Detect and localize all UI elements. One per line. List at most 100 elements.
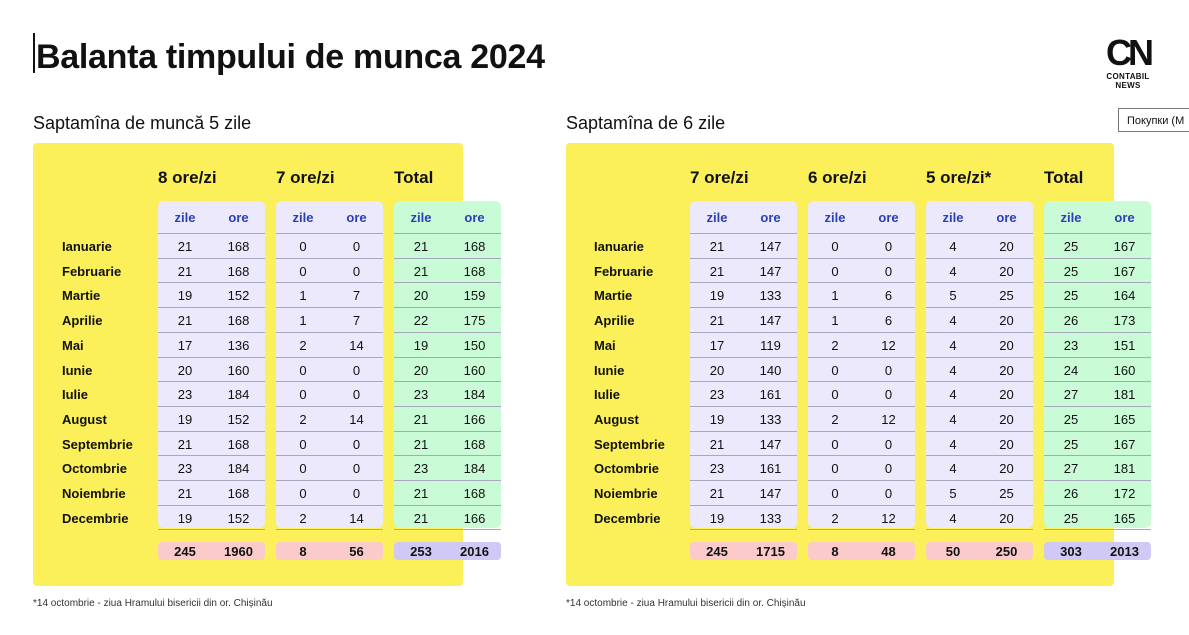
right-cell-ore: 12	[881, 511, 896, 526]
right-cell-ore: 25	[999, 288, 1014, 303]
right-row-divider	[1044, 505, 1151, 506]
left-column-block	[158, 201, 265, 528]
left-cell-zile: 2	[299, 511, 307, 526]
left-group-header: 8 ore/zi	[158, 168, 217, 187]
logo-text: CONTABIL NEWS	[1106, 72, 1150, 90]
right-cell-ore: 0	[884, 437, 893, 452]
left-month-label: Noiembrie	[62, 486, 126, 501]
left-cell-zile: 2	[299, 338, 307, 353]
right-row-divider	[926, 307, 1033, 308]
right-row-divider	[926, 455, 1033, 456]
left-row-divider	[394, 332, 501, 333]
left-column-block	[394, 201, 501, 528]
right-row-divider	[1044, 381, 1151, 382]
left-cell-ore: 184	[227, 387, 250, 402]
left-total-pill	[158, 542, 265, 560]
right-cell-ore: 25	[999, 486, 1014, 501]
right-cell-zile: 21	[709, 437, 725, 452]
left-month-label: Septembrie	[62, 437, 133, 452]
right-row-divider	[690, 357, 797, 358]
right-cell-ore: 167	[1113, 437, 1136, 452]
right-sub-header-zile: zile	[824, 210, 846, 225]
left-row-divider	[158, 332, 265, 333]
left-cell-zile: 0	[299, 461, 307, 476]
left-cell-zile: 21	[177, 486, 193, 501]
right-month-label: Octombrie	[594, 461, 660, 476]
right-cell-zile: 21	[709, 486, 725, 501]
left-cell-ore: 168	[227, 313, 250, 328]
right-row-divider	[1044, 455, 1151, 456]
right-total-ore: 1715	[756, 544, 785, 559]
right-cell-zile: 4	[949, 461, 957, 476]
right-cell-zile: 21	[709, 313, 725, 328]
right-sub-header-zile: zile	[942, 210, 964, 225]
right-cell-ore: 147	[759, 313, 782, 328]
left-cell-ore: 168	[463, 264, 486, 279]
right-cell-ore: 160	[1113, 363, 1136, 378]
left-cell-zile: 0	[299, 239, 307, 254]
right-cell-ore: 173	[1113, 313, 1136, 328]
right-row-divider	[926, 505, 1033, 506]
right-row-divider	[926, 258, 1033, 259]
right-row-divider	[690, 282, 797, 283]
right-cell-zile: 19	[709, 511, 725, 526]
right-sub-header-ore: ore	[996, 210, 1017, 225]
right-row-divider	[926, 332, 1033, 333]
left-cell-ore: 152	[227, 288, 250, 303]
right-row-divider	[1044, 406, 1151, 407]
left-cell-zile: 20	[413, 363, 429, 378]
left-row-divider	[276, 529, 383, 530]
left-cell-zile: 23	[413, 461, 429, 476]
left-row-divider	[394, 258, 501, 259]
right-total-pill	[808, 542, 915, 560]
left-row-divider	[158, 233, 265, 234]
left-cell-zile: 0	[299, 486, 307, 501]
right-month-label: Decembrie	[594, 511, 661, 526]
left-sub-header-zile: zile	[174, 210, 196, 225]
right-cell-ore: 133	[759, 412, 782, 427]
left-cell-ore: 184	[227, 461, 250, 476]
right-cell-zile: 23	[709, 461, 725, 476]
right-cell-ore: 147	[759, 264, 782, 279]
right-cell-ore: 133	[759, 288, 782, 303]
left-cell-ore: 14	[349, 412, 364, 427]
left-group-header: Total	[394, 168, 434, 187]
left-month-label: August	[62, 412, 107, 427]
left-row-divider	[276, 480, 383, 481]
right-group-header: 5 ore/zi*	[926, 168, 992, 187]
right-cell-zile: 4	[949, 313, 957, 328]
left-total-zile: 8	[299, 544, 307, 559]
right-row-divider	[1044, 480, 1151, 481]
right-row-divider	[808, 406, 915, 407]
left-row-divider	[276, 406, 383, 407]
left-cell-ore: 159	[463, 288, 486, 303]
right-cell-zile: 0	[831, 486, 839, 501]
right-cell-ore: 6	[884, 288, 893, 303]
overlay-popup-label[interactable]: Покупки (М	[1118, 108, 1189, 132]
left-row-divider	[394, 307, 501, 308]
left-sub-header-zile: zile	[292, 210, 314, 225]
right-row-divider	[690, 332, 797, 333]
right-row-divider	[690, 307, 797, 308]
left-cell-zile: 20	[177, 363, 193, 378]
right-cell-zile: 25	[1063, 437, 1079, 452]
left-cell-ore: 168	[463, 239, 486, 254]
right-row-divider	[1044, 282, 1151, 283]
left-cell-zile: 19	[177, 412, 193, 427]
right-row-divider	[1044, 233, 1151, 234]
right-cell-ore: 151	[1113, 338, 1136, 353]
left-cell-ore: 0	[352, 461, 361, 476]
left-row-divider	[394, 406, 501, 407]
right-cell-ore: 0	[884, 461, 893, 476]
right-cell-zile: 0	[831, 264, 839, 279]
right-row-divider	[1044, 332, 1151, 333]
left-sub-header-zile: zile	[410, 210, 432, 225]
right-month-label: August	[594, 412, 639, 427]
left-cell-ore: 0	[352, 437, 361, 452]
left-cell-ore: 168	[227, 264, 250, 279]
right-row-divider	[926, 406, 1033, 407]
right-row-divider	[926, 233, 1033, 234]
right-sub-header-ore: ore	[1114, 210, 1135, 225]
right-footnote: *14 octombrie - ziua Hramului bisericii …	[566, 598, 806, 609]
left-row-divider	[276, 505, 383, 506]
